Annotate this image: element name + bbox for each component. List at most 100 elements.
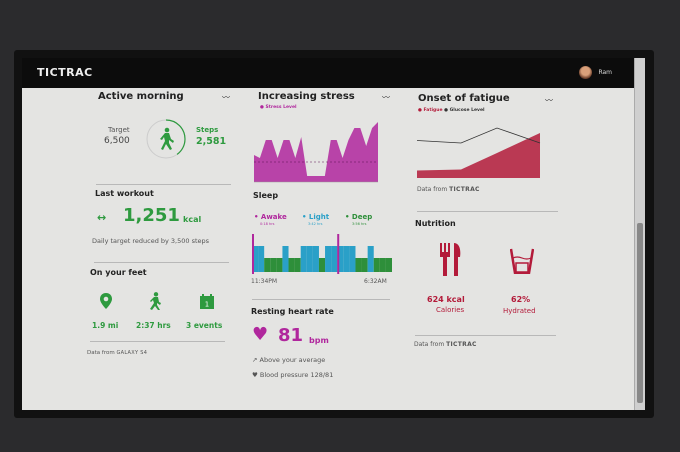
- divider: [415, 335, 556, 336]
- scrollbar-thumb[interactable]: [637, 223, 643, 403]
- events-value: 3 events: [186, 321, 223, 330]
- sleep-segment: [337, 234, 340, 274]
- fatigue-area: [417, 133, 540, 178]
- heart-rate-title: Resting heart rate: [251, 307, 334, 316]
- sleep-segment: [252, 234, 254, 274]
- water-glass-icon: [510, 248, 534, 274]
- on-your-feet-title: On your feet: [90, 268, 147, 277]
- last-workout-title: Last workout: [95, 189, 154, 198]
- hydration-label: Hydrated: [503, 307, 536, 315]
- sleep-segment: [288, 258, 295, 272]
- tictrac-logo: TICTRAC: [446, 341, 477, 348]
- stress-title: Increasing stress: [258, 91, 355, 102]
- walking-icon: [150, 292, 161, 310]
- calories-label: Calories: [436, 306, 465, 314]
- sleep-segment: [385, 258, 392, 272]
- steps-progress-ring: [146, 119, 186, 159]
- trend-icon[interactable]: 〰: [382, 93, 390, 102]
- target-value: 6,500: [104, 136, 130, 146]
- sleep-segment: [282, 246, 289, 272]
- fatigue-legend: ● Fatigue ● Glucose Level: [418, 108, 485, 113]
- data-from-label: Data from TICTRAC: [414, 341, 477, 348]
- steps-value: 2,581: [196, 136, 227, 147]
- awake-legend: • Awake: [254, 213, 287, 221]
- trend-icon[interactable]: 〰: [545, 96, 553, 105]
- sleep-segment: [294, 258, 301, 272]
- sleep-segment: [325, 246, 332, 272]
- distance-value: 1.9 mi: [92, 321, 119, 330]
- galaxy-logo: GALAXY S4: [116, 350, 148, 356]
- blood-pressure-note: ♥ Blood pressure 128/81: [252, 371, 334, 379]
- light-hours: 3:42 hrs: [308, 222, 323, 226]
- stress-chart: [254, 122, 378, 183]
- sleep-end-time: 6:32AM: [364, 278, 387, 285]
- sleep-segment: [300, 246, 307, 272]
- duration-value: 2:37 hrs: [136, 321, 171, 330]
- stress-legend: ● Stress Level: [260, 105, 297, 110]
- sleep-segment: [337, 246, 344, 272]
- svg-text:1: 1: [205, 301, 209, 309]
- sleep-segment: [331, 246, 338, 272]
- calories-value: 624 kcal: [427, 295, 465, 304]
- sleep-segment: [312, 246, 319, 272]
- walking-icon: [160, 127, 174, 150]
- arrow-up-right-icon: ↗: [252, 356, 258, 364]
- above-average-note: ↗ Above your average: [252, 356, 326, 364]
- user-name: Ram: [598, 69, 612, 76]
- workout-kcal-unit: kcal: [183, 215, 202, 224]
- sleep-segment: [349, 246, 356, 272]
- heart-rate-value: 81: [278, 325, 304, 346]
- deep-hours: 3:56 hrs: [352, 222, 367, 226]
- heart-icon: ♥: [252, 371, 258, 379]
- sleep-segment: [252, 246, 259, 272]
- light-legend: • Light: [302, 213, 330, 221]
- divider: [96, 184, 231, 185]
- tictrac-logo: TICTRAC: [449, 186, 480, 193]
- steps-label: Steps: [196, 126, 219, 134]
- hydration-value: 62%: [511, 295, 531, 304]
- app-logo[interactable]: TICTRAC: [37, 66, 93, 79]
- scrollbar[interactable]: [634, 58, 645, 410]
- workout-note: Daily target reduced by 3,500 steps: [92, 237, 210, 245]
- stress-area: [254, 122, 378, 182]
- calendar-icon: 1: [200, 294, 214, 309]
- workout-kcal-value: 1,251: [123, 205, 180, 226]
- sleep-segment: [343, 246, 350, 272]
- avatar: [579, 66, 593, 79]
- nutrition-title: Nutrition: [415, 219, 456, 228]
- active-morning-title: Active morning: [98, 91, 184, 102]
- sleep-segment: [379, 258, 386, 272]
- data-from-label: Data from GALAXY S4: [87, 350, 148, 356]
- cutlery-icon: [440, 243, 461, 276]
- divider: [417, 211, 558, 212]
- divider: [90, 341, 225, 342]
- dashboard-screen: TICTRAC Ram Active morning 〰 Target 6,50…: [22, 58, 645, 410]
- heart-icon: ♥: [252, 324, 269, 345]
- sleep-segment: [270, 258, 277, 272]
- glucose-line: [417, 127, 541, 144]
- top-bar: TICTRAC Ram: [22, 58, 634, 88]
- sleep-segment: [258, 246, 265, 272]
- sleep-segment: [361, 258, 368, 272]
- sleep-start-time: 11:34PM: [251, 278, 278, 285]
- sleep-segment: [355, 258, 362, 272]
- awake-hours: 0:18 hrs: [260, 222, 275, 226]
- location-pin-icon: [100, 293, 112, 309]
- deep-legend: • Deep: [345, 213, 373, 221]
- heart-rate-unit: bpm: [309, 336, 329, 345]
- user-menu[interactable]: Ram: [579, 66, 612, 79]
- fatigue-chart: [417, 127, 541, 178]
- sleep-segment: [318, 258, 326, 272]
- dumbbell-icon: ↔: [97, 211, 107, 224]
- trend-icon[interactable]: 〰: [222, 93, 230, 102]
- sleep-segment: [373, 258, 380, 272]
- sleep-chart: [252, 234, 392, 274]
- target-label: Target: [108, 126, 130, 134]
- sleep-segment: [367, 246, 374, 272]
- sleep-segment: [264, 258, 271, 272]
- sleep-title: Sleep: [253, 191, 279, 200]
- data-from-label: Data from TICTRAC: [417, 186, 480, 193]
- fatigue-title: Onset of fatigue: [418, 93, 510, 104]
- divider: [94, 262, 229, 263]
- sleep-segment: [276, 258, 283, 272]
